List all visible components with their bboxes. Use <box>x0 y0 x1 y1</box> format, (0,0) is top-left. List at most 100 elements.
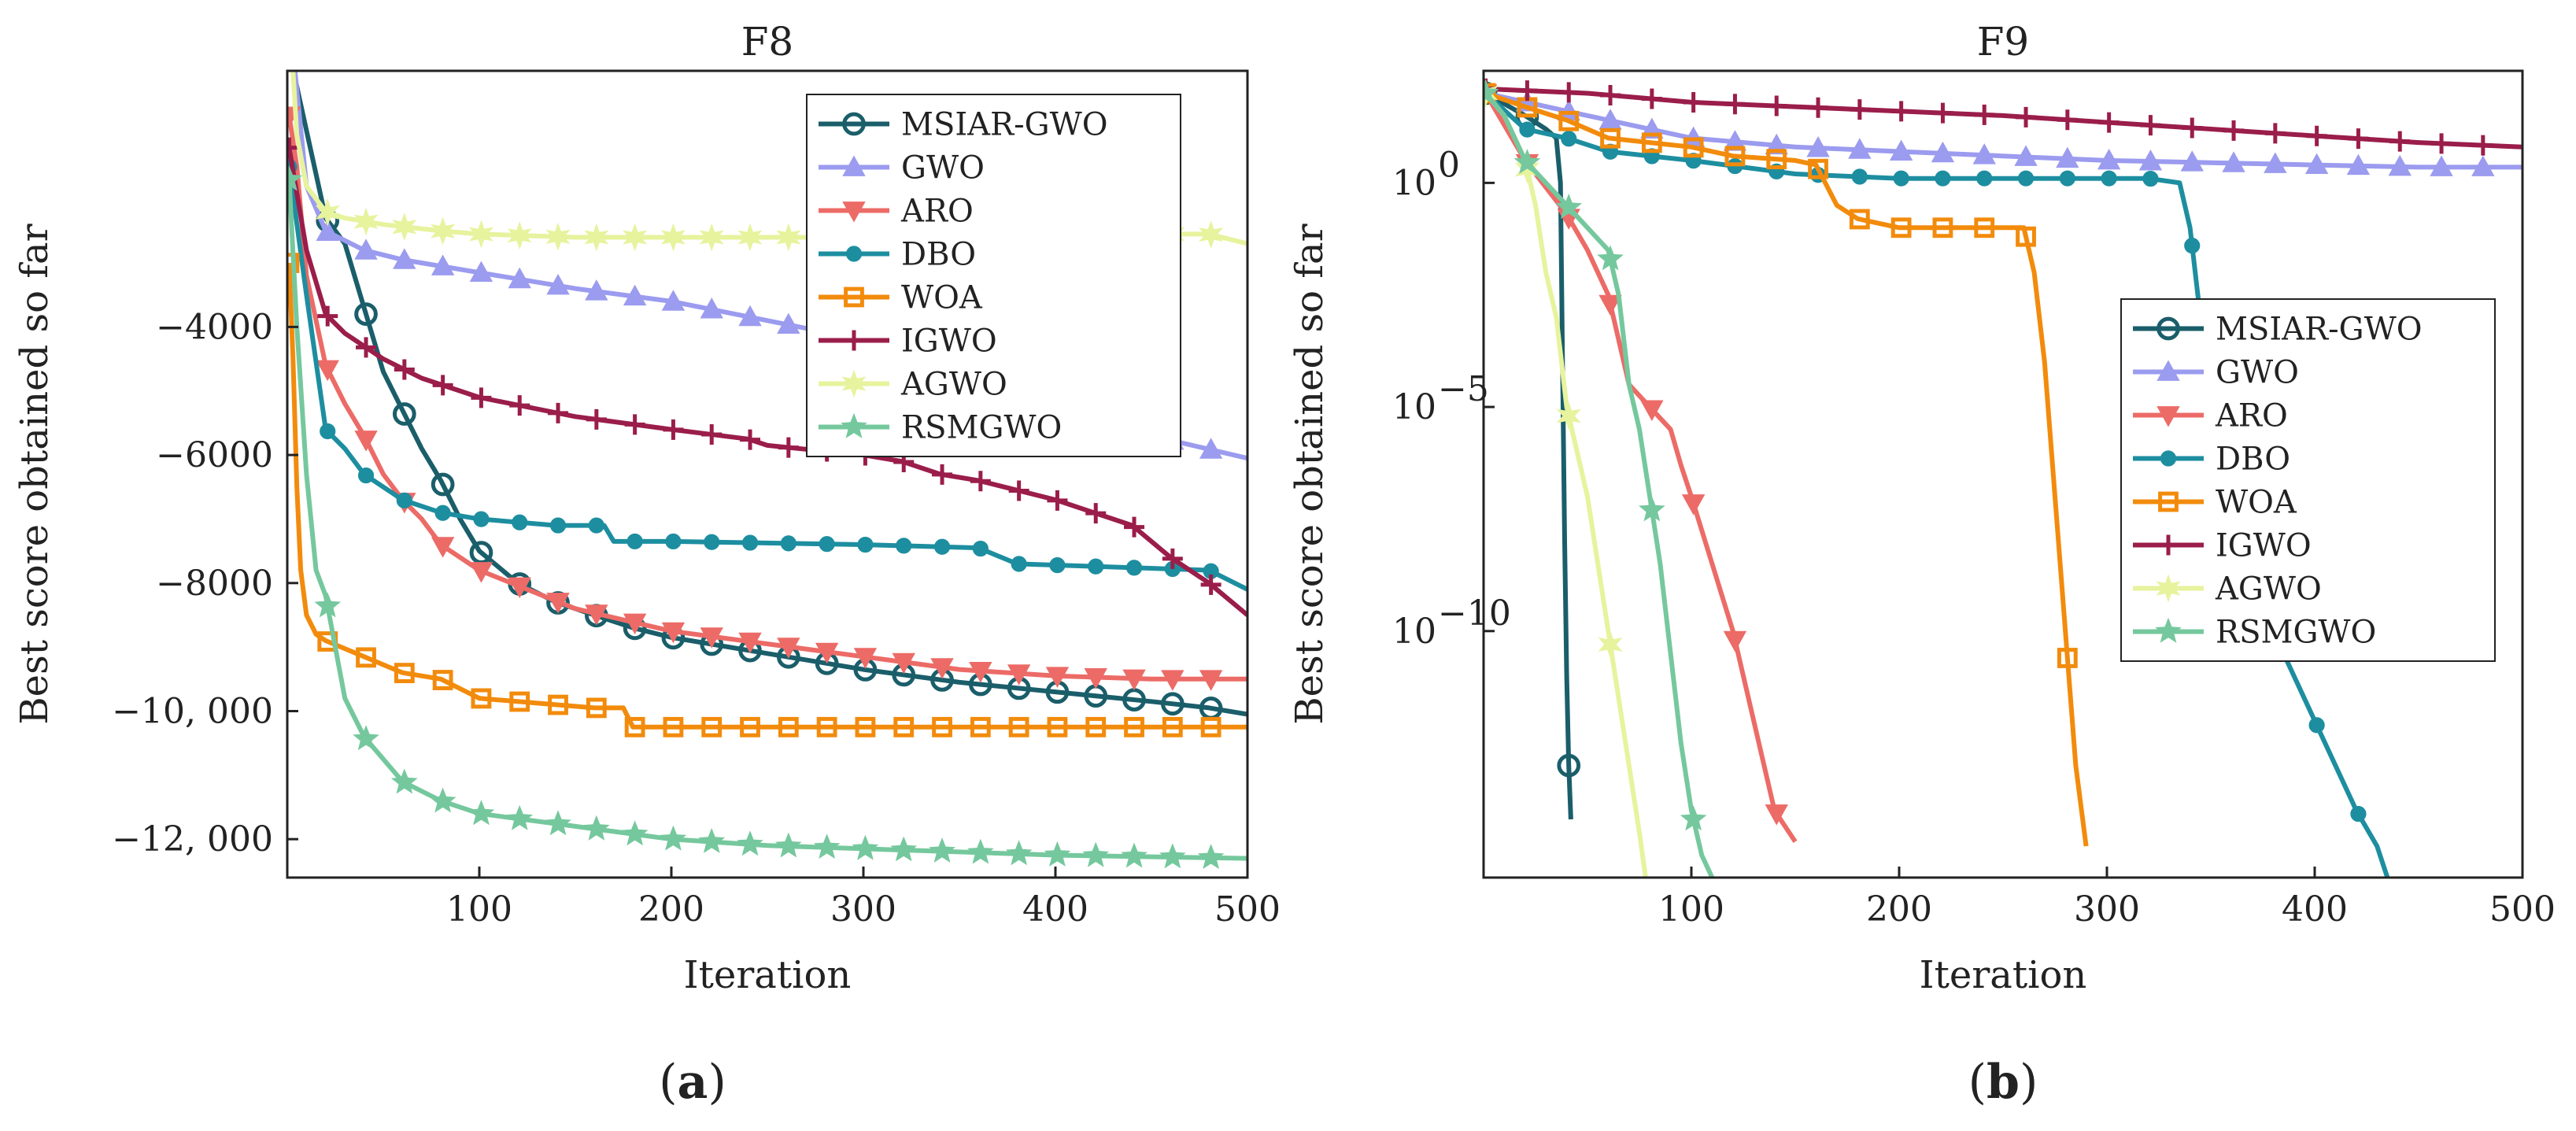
series-point-rsmgwo <box>287 165 303 191</box>
series-point-woa <box>1162 716 1183 737</box>
series-point-agwo <box>699 223 724 252</box>
series-point-igwo <box>1047 490 1068 511</box>
series-point-igwo <box>471 387 492 408</box>
series-point-gwo <box>2180 150 2204 172</box>
series-point-woa <box>778 716 799 737</box>
series-point-woa <box>1683 137 1704 158</box>
series-point-aro <box>738 632 762 654</box>
series-point-gwo <box>354 238 378 260</box>
series-point-gwo <box>546 273 570 295</box>
series-point-igwo <box>1974 104 1995 125</box>
series-point-igwo <box>1124 516 1145 538</box>
legend-marker <box>2160 450 2177 467</box>
series-line-dbo <box>1484 91 2390 878</box>
series-point-rsmgwo <box>545 810 571 836</box>
series-point-gwo <box>700 298 723 319</box>
series-point-aro <box>969 662 992 683</box>
series-point-igwo <box>1641 88 1662 109</box>
series-point-rsmgwo <box>583 815 610 841</box>
series-point-igwo <box>1162 548 1183 569</box>
series-point-igwo <box>1200 574 1221 595</box>
legend-label: IGWO <box>901 323 997 360</box>
series-point-aro <box>1199 670 1223 691</box>
series-point-aro <box>1681 494 1706 516</box>
series-point-aro <box>853 648 878 669</box>
legend-marker <box>2157 360 2180 381</box>
series-point-rsmgwo <box>353 725 379 751</box>
series-point-dbo <box>1088 558 1104 575</box>
series-point-woa <box>663 716 684 737</box>
series-point-gwo <box>2138 150 2163 171</box>
chart-panel-a: F8 100 200 300 400 500 −4000 −6000 −8000 −10, 000… <box>13 0 1281 1110</box>
legend-marker <box>841 369 867 398</box>
series-point-rsmgwo <box>1197 844 1225 870</box>
series-point-igwo <box>2389 131 2411 152</box>
x-tick-label: 300 <box>830 889 896 930</box>
series-point-igwo <box>548 402 569 423</box>
legend-marker <box>842 201 866 223</box>
series-point-dbo <box>2350 806 2367 822</box>
series-point-gwo <box>623 284 647 306</box>
series-point-msiar-gwo <box>431 472 455 497</box>
series-point-aro <box>1640 400 1664 421</box>
series-point-rsmgwo <box>1484 79 1499 105</box>
series-point-gwo <box>316 220 339 241</box>
series-point-rsmgwo <box>1680 805 1707 831</box>
legend-marker <box>2155 617 2182 643</box>
legend-marker <box>2158 534 2179 556</box>
legend-marker <box>2157 316 2180 341</box>
series-point-aro <box>777 638 800 659</box>
series-point-dbo <box>1976 170 1993 187</box>
series-point-igwo <box>2016 106 2037 128</box>
legend: MSIAR-GWO GWO ARO DBO WOA IGWO AGWO RSMGWO <box>2120 298 2496 662</box>
x-tick-label: 100 <box>446 889 512 930</box>
series-point-woa <box>1974 217 1995 238</box>
series-point-woa <box>356 647 376 668</box>
series-line-igwo <box>287 147 1247 617</box>
series-point-igwo <box>2264 123 2286 144</box>
series-point-igwo <box>663 419 684 440</box>
series-point-aro <box>585 604 608 626</box>
series-point-agwo <box>545 222 571 251</box>
series-point-igwo <box>2431 133 2452 154</box>
y-tick-label: 10 <box>1392 612 1436 652</box>
x-tick-label: 200 <box>638 889 704 930</box>
series-point-agwo <box>315 198 340 227</box>
series-point-gwo <box>508 267 531 289</box>
series-point-agwo <box>392 213 417 242</box>
series-point-aro <box>1161 670 1185 691</box>
x-tick-label: 200 <box>1866 889 1932 930</box>
series-point-agwo <box>737 223 763 252</box>
series-point-agwo <box>279 0 300 19</box>
series-point-igwo <box>1808 97 1829 118</box>
series-point-aro <box>316 360 339 382</box>
y-tick-label: −8000 <box>156 564 273 604</box>
x-tick-label: 500 <box>2489 889 2556 930</box>
series-point-msiar-gwo <box>354 302 378 326</box>
series-point-gwo <box>1723 130 1747 151</box>
series-point-aro <box>815 642 839 664</box>
series-point-rsmgwo <box>1044 841 1071 867</box>
series-point-msiar-gwo <box>1557 753 1581 778</box>
series-point-rsmgwo <box>813 833 841 859</box>
series-point-rsmgwo <box>429 787 456 813</box>
series-point-gwo <box>2097 148 2121 170</box>
series-point-dbo <box>626 533 643 550</box>
legend-box <box>2120 298 2496 662</box>
series-line-woa <box>1484 91 2089 847</box>
series-point-gwo <box>1848 138 1872 159</box>
x-tick-label: 400 <box>2282 889 2348 930</box>
series-point-dbo <box>320 423 336 440</box>
series-point-dbo <box>2142 170 2159 187</box>
series-point-dbo <box>2308 717 2325 734</box>
series-line-rsmgwo <box>287 179 1247 861</box>
axes-frame <box>286 69 1249 879</box>
series-point-agwo <box>1556 401 1581 431</box>
x-tick-label: 100 <box>1658 889 1724 930</box>
series-point-dbo <box>1893 170 1909 187</box>
series-point-woa <box>970 716 991 737</box>
series-point-igwo <box>356 337 377 358</box>
legend-marker <box>2156 574 2181 603</box>
series-point-gwo <box>2471 155 2495 176</box>
